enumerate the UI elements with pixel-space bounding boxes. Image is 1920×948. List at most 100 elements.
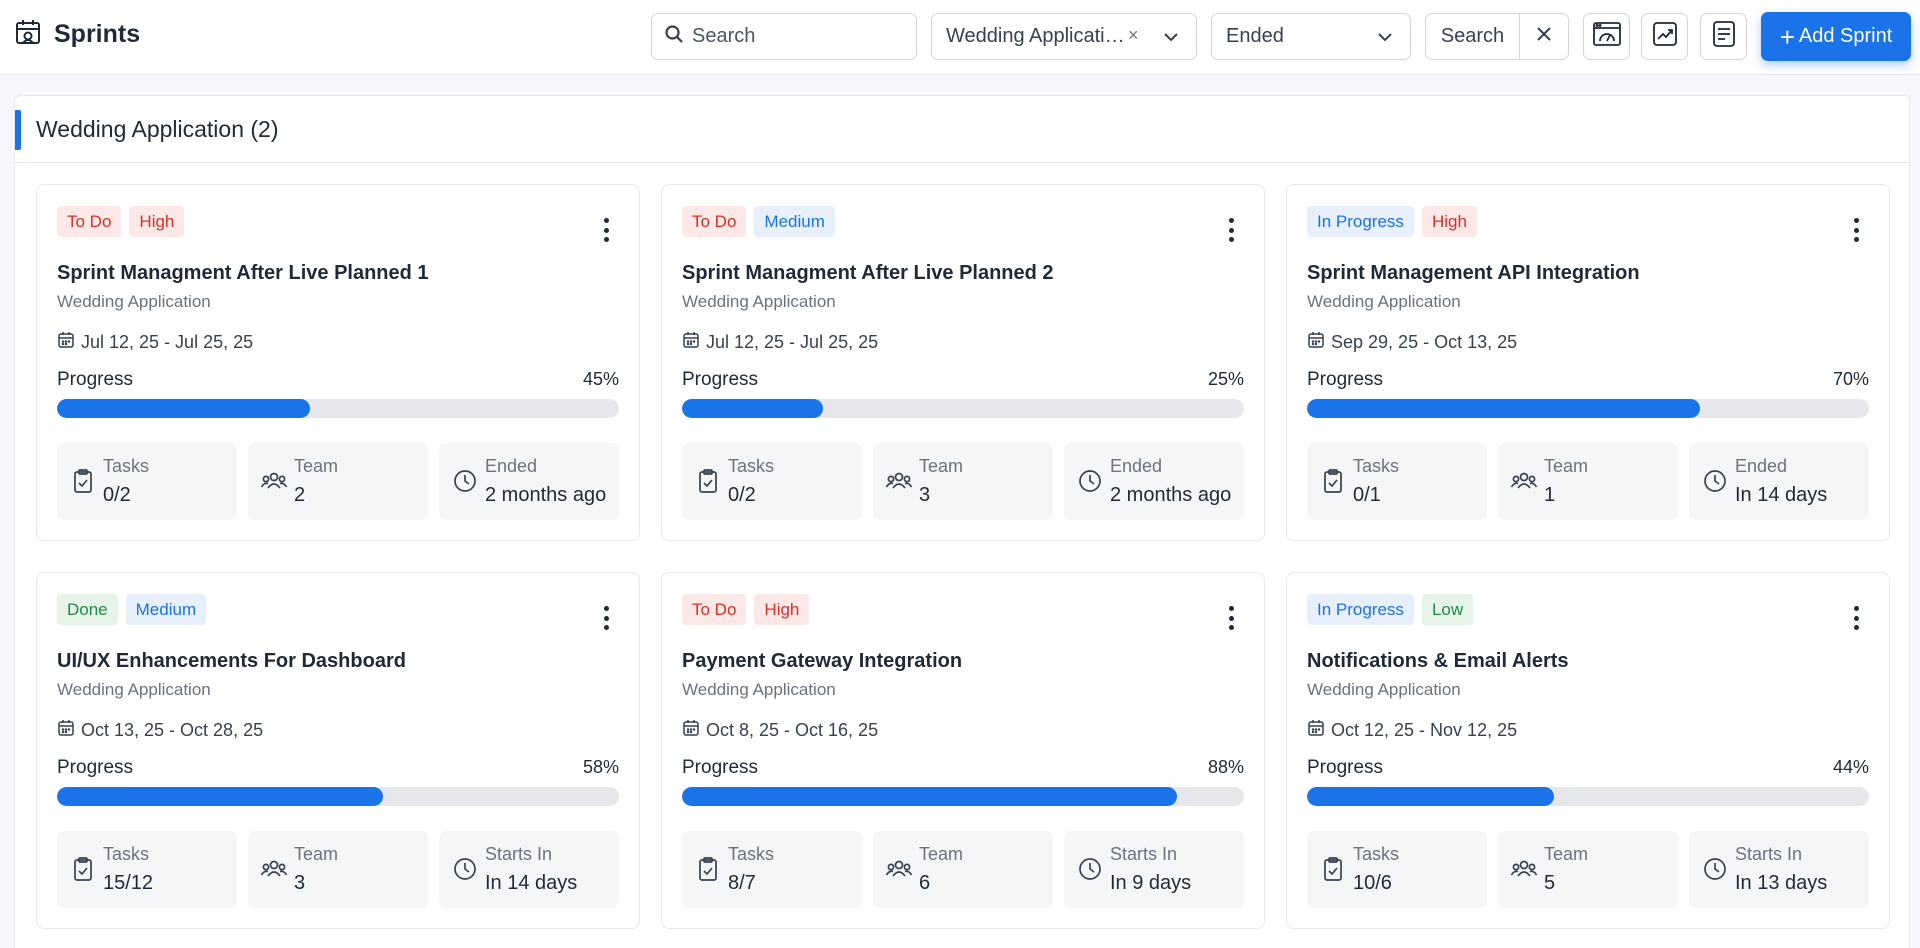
priority-badge: Low bbox=[1421, 594, 1474, 625]
sprint-card[interactable]: In Progress Low Notifications & Email Al… bbox=[1286, 572, 1890, 929]
more-options-icon[interactable] bbox=[1228, 218, 1234, 242]
sprint-dates: Sep 29, 25 - Oct 13, 25 bbox=[1307, 331, 1517, 354]
progress-fill bbox=[682, 787, 1177, 806]
time-stat: Starts In In 13 days bbox=[1689, 831, 1869, 908]
team-label: Team bbox=[294, 456, 339, 476]
team-stat: Team 3 bbox=[248, 831, 428, 908]
sprint-dates: Oct 8, 25 - Oct 16, 25 bbox=[682, 719, 878, 742]
sprint-date-range: Oct 13, 25 - Oct 28, 25 bbox=[81, 720, 264, 740]
brand: Sprints bbox=[14, 18, 140, 51]
time-stat: Ended 2 months ago bbox=[1064, 443, 1244, 520]
status-badge: In Progress bbox=[1307, 594, 1414, 625]
priority-badge: High bbox=[129, 206, 185, 237]
tasks-label: Tasks bbox=[103, 844, 150, 864]
close-icon bbox=[1535, 25, 1553, 48]
tasks-value: 15/12 bbox=[103, 872, 154, 894]
tasks-value: 0/1 bbox=[1353, 484, 1381, 506]
team-stat: Team 3 bbox=[873, 443, 1053, 520]
progress-label: Progress bbox=[1307, 757, 1384, 778]
progress-fill bbox=[57, 787, 383, 806]
sprint-title[interactable]: Sprint Managment After Live Planned 1 bbox=[57, 262, 429, 284]
status-badge: To Do bbox=[682, 206, 747, 237]
sprint-date-range: Oct 8, 25 - Oct 16, 25 bbox=[706, 720, 879, 740]
team-stat: Team 2 bbox=[248, 443, 428, 520]
team-label: Team bbox=[1544, 456, 1589, 476]
add-sprint-button[interactable]: + Add Sprint bbox=[1761, 12, 1911, 61]
search-button[interactable]: Search bbox=[1426, 14, 1520, 59]
more-options-icon[interactable] bbox=[1853, 218, 1859, 242]
tasks-value: 0/2 bbox=[103, 484, 131, 506]
calendar-icon bbox=[57, 719, 75, 742]
sprint-project: Wedding Application bbox=[1307, 292, 1461, 311]
tasks-stat: Tasks 0/2 bbox=[57, 443, 237, 520]
team-value: 3 bbox=[919, 484, 931, 506]
search-field[interactable] bbox=[651, 13, 917, 60]
search-input[interactable] bbox=[692, 25, 892, 48]
time-label: Starts In bbox=[1735, 844, 1803, 864]
sprint-dates: Oct 12, 25 - Nov 12, 25 bbox=[1307, 719, 1517, 742]
sprint-project: Wedding Application bbox=[682, 292, 836, 311]
sprint-dates: Jul 12, 25 - Jul 25, 25 bbox=[682, 331, 878, 354]
sprint-title[interactable]: Sprint Management API Integration bbox=[1307, 262, 1640, 284]
sprint-project: Wedding Application bbox=[57, 680, 211, 699]
progress-bar bbox=[57, 787, 619, 806]
progress-fill bbox=[1307, 399, 1701, 418]
analytics-button[interactable] bbox=[1641, 13, 1688, 60]
time-value: In 9 days bbox=[1110, 872, 1192, 894]
time-value: In 14 days bbox=[485, 872, 578, 894]
time-value: 2 months ago bbox=[1110, 484, 1232, 506]
group-title: Wedding Application (2) bbox=[36, 116, 279, 142]
search-actions: Search bbox=[1425, 13, 1569, 60]
group-accent-bar bbox=[15, 110, 21, 150]
team-value: 5 bbox=[1544, 872, 1556, 894]
chevron-down-icon bbox=[1162, 28, 1180, 46]
progress-label: Progress bbox=[57, 369, 134, 390]
tasks-stat: Tasks 8/7 bbox=[682, 831, 862, 908]
calendar-icon bbox=[1307, 719, 1325, 742]
sprint-title[interactable]: UI/UX Enhancements For Dashboard bbox=[57, 650, 406, 672]
team-stat: Team 1 bbox=[1498, 443, 1678, 520]
sprint-card[interactable]: To Do High Payment Gateway Integration W… bbox=[661, 572, 1265, 929]
page-title: Sprints bbox=[54, 20, 141, 48]
project-filter-select[interactable]: Wedding Applicati… × bbox=[931, 13, 1197, 60]
dashboard-gauge-icon bbox=[1592, 19, 1622, 54]
card-badges: In Progress High bbox=[1307, 206, 1477, 237]
more-options-icon[interactable] bbox=[603, 218, 609, 242]
team-label: Team bbox=[1544, 844, 1589, 864]
sprint-card[interactable]: To Do High Sprint Managment After Live P… bbox=[36, 184, 640, 541]
more-options-icon[interactable] bbox=[1228, 606, 1234, 630]
tasks-label: Tasks bbox=[103, 456, 150, 476]
notes-button[interactable] bbox=[1700, 13, 1747, 60]
status-filter-select[interactable]: Ended bbox=[1211, 13, 1411, 60]
progress-percent: 25% bbox=[1207, 369, 1244, 389]
progress-percent: 58% bbox=[582, 757, 619, 777]
sprint-date-range: Sep 29, 25 - Oct 13, 25 bbox=[1331, 332, 1518, 352]
sprint-title[interactable]: Notifications & Email Alerts bbox=[1307, 650, 1569, 672]
progress-bar bbox=[57, 399, 619, 418]
card-badges: To Do Medium bbox=[682, 206, 835, 237]
progress-label: Progress bbox=[682, 369, 759, 390]
sprint-title[interactable]: Payment Gateway Integration bbox=[682, 650, 963, 672]
progress-fill bbox=[1307, 787, 1555, 806]
more-options-icon[interactable] bbox=[603, 606, 609, 630]
clear-search-button[interactable] bbox=[1520, 14, 1568, 59]
dashboard-view-button[interactable] bbox=[1583, 13, 1630, 60]
clear-project-filter-icon[interactable]: × bbox=[1128, 25, 1139, 45]
more-options-icon[interactable] bbox=[1853, 606, 1859, 630]
progress-label: Progress bbox=[57, 757, 134, 778]
time-value: In 13 days bbox=[1735, 872, 1828, 894]
add-sprint-label: Add Sprint bbox=[1798, 25, 1893, 47]
tasks-value: 0/2 bbox=[728, 484, 756, 506]
team-value: 1 bbox=[1544, 484, 1556, 506]
sprint-card[interactable]: To Do Medium Sprint Managment After Live… bbox=[661, 184, 1265, 541]
progress-bar bbox=[1307, 399, 1869, 418]
sprint-card[interactable]: In Progress High Sprint Management API I… bbox=[1286, 184, 1890, 541]
sprint-date-range: Jul 12, 25 - Jul 25, 25 bbox=[81, 332, 254, 352]
plus-icon: + bbox=[1779, 21, 1795, 52]
progress-percent: 44% bbox=[1832, 757, 1869, 777]
tasks-stat: Tasks 0/2 bbox=[682, 443, 862, 520]
calendar-icon bbox=[682, 719, 700, 742]
sprint-card[interactable]: Done Medium UI/UX Enhancements For Dashb… bbox=[36, 572, 640, 929]
sprint-title[interactable]: Sprint Managment After Live Planned 2 bbox=[682, 262, 1054, 284]
time-label: Starts In bbox=[485, 844, 553, 864]
